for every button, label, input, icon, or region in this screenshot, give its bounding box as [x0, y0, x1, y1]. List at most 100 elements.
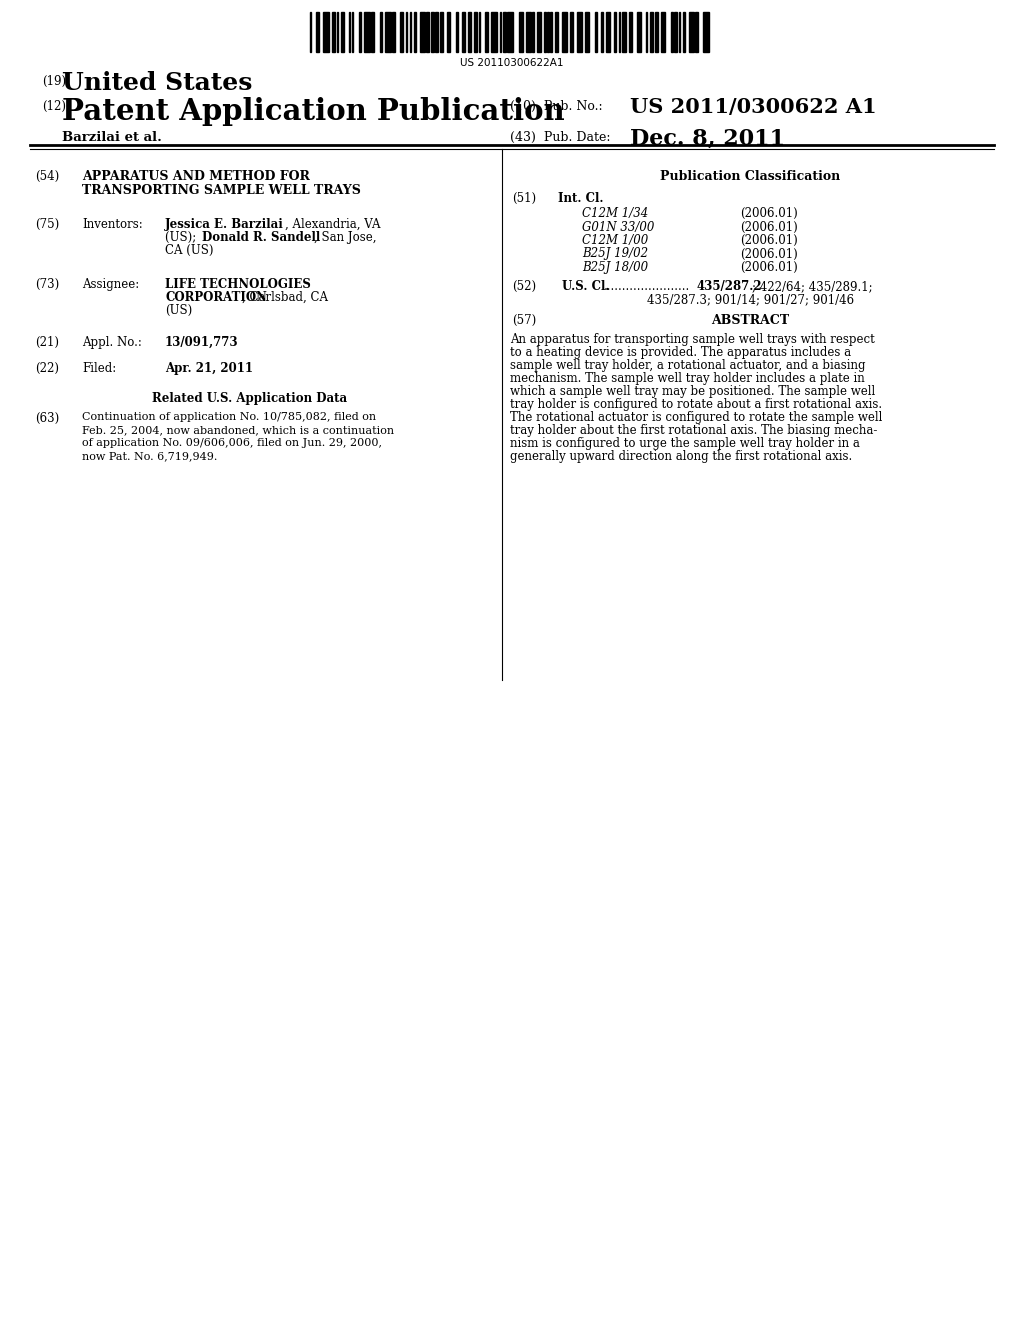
Bar	[310, 12, 311, 51]
Bar	[415, 12, 416, 51]
Bar	[349, 12, 350, 51]
Text: tray holder about the first rotational axis. The biasing mecha-: tray holder about the first rotational a…	[510, 424, 878, 437]
Text: mechanism. The sample well tray holder includes a plate in: mechanism. The sample well tray holder i…	[510, 372, 864, 385]
Bar	[440, 12, 442, 51]
Text: Inventors:: Inventors:	[82, 218, 142, 231]
Text: , Alexandria, VA: , Alexandria, VA	[285, 218, 381, 231]
Bar	[447, 12, 451, 51]
Text: CORPORATION: CORPORATION	[165, 290, 267, 304]
Text: (54): (54)	[35, 170, 59, 183]
Text: 435/287.3; 901/14; 901/27; 901/46: 435/287.3; 901/14; 901/27; 901/46	[647, 293, 854, 306]
Bar	[585, 12, 589, 51]
Bar	[324, 12, 330, 51]
Text: (73): (73)	[35, 279, 59, 290]
Bar	[507, 12, 513, 51]
Bar	[618, 12, 621, 51]
Bar	[371, 12, 374, 51]
Text: (51): (51)	[512, 191, 537, 205]
Bar	[674, 12, 677, 51]
Bar	[622, 12, 627, 51]
Text: Patent Application Publication: Patent Application Publication	[62, 96, 564, 125]
Text: (52): (52)	[512, 280, 537, 293]
Bar	[503, 12, 506, 51]
Bar	[683, 12, 685, 51]
Text: (2006.01): (2006.01)	[740, 207, 798, 220]
Bar	[426, 12, 429, 51]
Text: (US): (US)	[165, 304, 193, 317]
Bar	[462, 12, 465, 51]
Bar	[337, 12, 338, 51]
Bar	[569, 12, 572, 51]
Text: Feb. 25, 2004, now abandoned, which is a continuation: Feb. 25, 2004, now abandoned, which is a…	[82, 425, 394, 436]
Text: , San Jose,: , San Jose,	[314, 231, 377, 244]
Bar	[562, 12, 566, 51]
Bar	[695, 12, 698, 51]
Text: (21): (21)	[35, 337, 59, 348]
Text: United States: United States	[62, 71, 252, 95]
Text: (2006.01): (2006.01)	[740, 261, 798, 275]
Bar	[359, 12, 360, 51]
Text: Publication Classification: Publication Classification	[659, 170, 840, 183]
Bar	[526, 12, 530, 51]
Bar	[392, 12, 395, 51]
Bar	[702, 12, 709, 51]
Bar	[316, 12, 318, 51]
Bar	[421, 12, 425, 51]
Bar	[630, 12, 633, 51]
Text: to a heating device is provided. The apparatus includes a: to a heating device is provided. The app…	[510, 346, 851, 359]
Text: .......................: .......................	[604, 280, 690, 293]
Text: TRANSPORTING SAMPLE WELL TRAYS: TRANSPORTING SAMPLE WELL TRAYS	[82, 183, 360, 197]
Text: tray holder is configured to rotate about a first rotational axis.: tray holder is configured to rotate abou…	[510, 399, 882, 411]
Text: Continuation of application No. 10/785,082, filed on: Continuation of application No. 10/785,0…	[82, 412, 376, 422]
Text: which a sample well tray may be positioned. The sample well: which a sample well tray may be position…	[510, 385, 876, 399]
Text: Related U.S. Application Data: Related U.S. Application Data	[153, 392, 347, 405]
Bar	[555, 12, 558, 51]
Text: LIFE TECHNOLOGIES: LIFE TECHNOLOGIES	[165, 279, 311, 290]
Text: Appl. No.:: Appl. No.:	[82, 337, 142, 348]
Bar	[547, 12, 549, 51]
Text: (12): (12)	[42, 100, 66, 114]
Bar	[431, 12, 434, 51]
Bar	[333, 12, 336, 51]
Bar	[490, 12, 497, 51]
Bar	[614, 12, 616, 51]
Text: Assignee:: Assignee:	[82, 279, 139, 290]
Text: ABSTRACT: ABSTRACT	[711, 314, 790, 327]
Bar	[550, 12, 552, 51]
Text: sample well tray holder, a rotational actuator, and a biasing: sample well tray holder, a rotational ac…	[510, 359, 865, 372]
Text: 13/091,773: 13/091,773	[165, 337, 239, 348]
Bar	[654, 12, 657, 51]
Text: (2006.01): (2006.01)	[740, 220, 798, 234]
Text: generally upward direction along the first rotational axis.: generally upward direction along the fir…	[510, 450, 852, 463]
Text: (75): (75)	[35, 218, 59, 231]
Text: US 2011/0300622 A1: US 2011/0300622 A1	[630, 96, 877, 117]
Text: (2006.01): (2006.01)	[740, 248, 798, 260]
Bar	[679, 12, 680, 51]
Text: C12M 1/34: C12M 1/34	[582, 207, 648, 220]
Bar	[519, 12, 523, 51]
Text: (63): (63)	[35, 412, 59, 425]
Text: Barzilai et al.: Barzilai et al.	[62, 131, 162, 144]
Text: B25J 19/02: B25J 19/02	[582, 248, 648, 260]
Text: (19): (19)	[42, 75, 67, 88]
Bar	[457, 12, 458, 51]
Bar	[671, 12, 673, 51]
Text: C12M 1/00: C12M 1/00	[582, 234, 648, 247]
Bar	[545, 12, 546, 51]
Text: nism is configured to urge the sample well tray holder in a: nism is configured to urge the sample we…	[510, 437, 860, 450]
Text: (22): (22)	[35, 362, 59, 375]
Text: 435/287.2: 435/287.2	[697, 280, 763, 293]
Text: Filed:: Filed:	[82, 362, 117, 375]
Bar	[595, 12, 597, 51]
Text: G01N 33/00: G01N 33/00	[582, 220, 654, 234]
Bar	[578, 12, 582, 51]
Text: An apparatus for transporting sample well trays with respect: An apparatus for transporting sample wel…	[510, 333, 874, 346]
Bar	[410, 12, 412, 51]
Text: (43)  Pub. Date:: (43) Pub. Date:	[510, 131, 610, 144]
Bar	[364, 12, 370, 51]
Text: (2006.01): (2006.01)	[740, 234, 798, 247]
Text: APPARATUS AND METHOD FOR: APPARATUS AND METHOD FOR	[82, 170, 310, 183]
Text: of application No. 09/606,006, filed on Jun. 29, 2000,: of application No. 09/606,006, filed on …	[82, 438, 382, 447]
Text: Dec. 8, 2011: Dec. 8, 2011	[630, 128, 785, 150]
Bar	[435, 12, 438, 51]
